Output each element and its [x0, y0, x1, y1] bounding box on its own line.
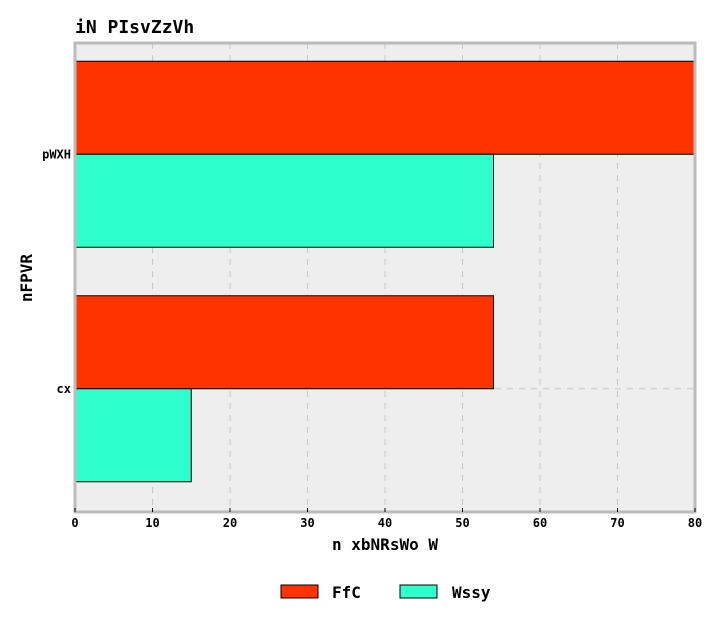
x-tick-label: 10 — [145, 516, 159, 530]
x-axis-label: n xbNRsWo W — [332, 535, 438, 554]
legend: FfC Wssy — [280, 583, 491, 602]
x-tick-label: 80 — [688, 516, 702, 530]
x-tick-label: 30 — [300, 516, 314, 530]
x-tick-label: 70 — [610, 516, 624, 530]
x-tick-label: 60 — [533, 516, 547, 530]
x-tick-label: 50 — [455, 516, 469, 530]
legend-swatch-Wssy — [399, 584, 438, 599]
bars — [74, 60, 696, 483]
x-tick-label: 0 — [71, 516, 78, 530]
legend-swatch-FfC — [280, 584, 319, 599]
x-tick-label: 40 — [378, 516, 392, 530]
x-tick-label: 20 — [223, 516, 237, 530]
bar-FfC-pWXH — [74, 60, 696, 155]
legend-label-Wssy: Wssy — [452, 583, 491, 602]
y-tick-label: pWXH — [42, 147, 71, 161]
bar-Wssy-pWXH — [74, 153, 494, 248]
bar-Wssy-cx — [74, 388, 192, 483]
y-tick-label: cx — [57, 382, 71, 396]
y-axis-label: nFPVR — [17, 254, 36, 303]
chart-title: iN PIsvZzVh — [75, 17, 194, 38]
x-axis-ticks: 0 10 20 30 40 50 60 70 80 — [71, 508, 702, 530]
bar-FfC-cx — [74, 295, 494, 390]
y-axis-ticks: pWXH cx — [42, 147, 71, 396]
legend-label-FfC: FfC — [332, 583, 361, 602]
